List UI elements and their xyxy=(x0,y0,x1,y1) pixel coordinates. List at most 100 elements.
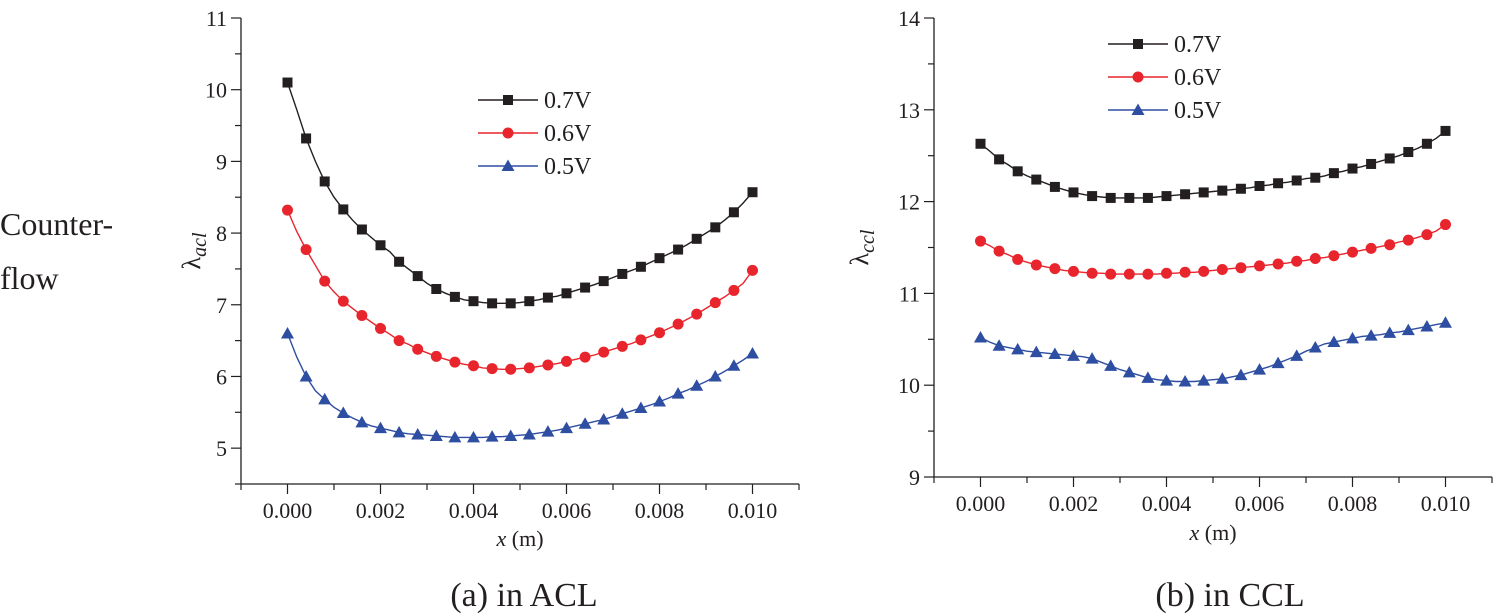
data-point-0.6V xyxy=(1272,258,1284,270)
x-tick-label: 0.000 xyxy=(263,498,313,523)
data-point-0.7V xyxy=(1254,180,1265,191)
data-point-0.5V xyxy=(634,401,648,414)
data-point-0.7V xyxy=(524,296,535,307)
y-tick-label: 6 xyxy=(216,364,227,389)
legend-label-0.7V: 0.7V xyxy=(1174,32,1222,58)
data-point-0.5V xyxy=(1104,359,1118,371)
legend-label-0.5V: 0.5V xyxy=(544,154,592,180)
data-point-0.7V xyxy=(710,222,721,233)
legend-marker-0.5V xyxy=(1131,103,1145,115)
data-point-0.5V xyxy=(541,425,555,437)
data-point-0.5V xyxy=(1420,319,1434,332)
data-point-0.6V xyxy=(635,334,647,346)
data-point-0.6V xyxy=(356,310,368,322)
data-point-0.6V xyxy=(1030,259,1042,271)
x-tick-label: 0.008 xyxy=(635,498,685,523)
y-tick-label: 8 xyxy=(216,221,227,246)
data-point-0.6V xyxy=(1291,255,1303,267)
data-point-0.7V xyxy=(1403,147,1414,158)
data-point-0.5V xyxy=(1308,341,1322,353)
data-point-0.7V xyxy=(301,133,312,144)
data-point-0.6V xyxy=(1347,246,1358,258)
x-tick-label: 0.010 xyxy=(1421,491,1471,516)
y-tick-label: 13 xyxy=(898,98,920,123)
y-tick-label: 5 xyxy=(216,436,227,461)
data-point-0.6V xyxy=(319,275,331,287)
data-point-0.7V xyxy=(1217,185,1228,196)
data-point-0.5V xyxy=(1197,374,1211,386)
data-point-0.6V xyxy=(561,355,572,367)
data-point-0.6V xyxy=(1216,264,1228,276)
data-point-0.5V xyxy=(690,379,704,391)
data-point-0.5V xyxy=(1160,374,1173,386)
data-point-0.5V xyxy=(974,330,987,343)
data-point-0.5V xyxy=(615,407,629,419)
data-point-0.5V xyxy=(467,430,480,443)
data-point-0.7V xyxy=(412,271,423,282)
data-point-0.7V xyxy=(1012,166,1023,177)
data-point-0.6V xyxy=(1086,267,1098,279)
data-point-0.7V xyxy=(1198,187,1209,198)
x-tick-label: 0.010 xyxy=(728,498,778,523)
data-point-0.6V xyxy=(523,362,535,374)
chart-ccl: 0.000 0.002 0.004 0.006 0.008 0.010 9 10 11 12 13 1… xyxy=(845,6,1493,614)
data-point-0.7V xyxy=(1440,125,1451,136)
data-point-0.5V xyxy=(485,430,499,442)
data-point-0.7V xyxy=(1328,168,1339,179)
data-point-0.7V xyxy=(375,240,386,251)
legend-label-0.7V: 0.7V xyxy=(544,88,592,114)
data-point-0.5V xyxy=(671,387,685,399)
data-point-0.6V xyxy=(1161,267,1172,279)
series-line-0.7V xyxy=(286,82,754,304)
data-point-0.6V xyxy=(1012,253,1024,265)
data-point-0.5V xyxy=(281,326,294,339)
data-point-0.6V xyxy=(1328,250,1340,262)
data-point-0.7V xyxy=(338,204,349,215)
data-point-0.5V xyxy=(1085,352,1099,364)
data-point-0.6V xyxy=(1049,263,1061,275)
data-point-0.5V xyxy=(1029,345,1043,358)
data-point-0.7V xyxy=(1310,172,1321,183)
data-point-0.7V xyxy=(319,176,330,187)
y-tick-label: 7 xyxy=(216,293,227,318)
data-point-0.6V xyxy=(598,346,610,358)
data-point-0.5V xyxy=(1290,349,1304,361)
data-point-0.6V xyxy=(993,245,1005,257)
data-point-0.6V xyxy=(300,244,312,256)
data-point-0.6V xyxy=(375,322,386,334)
data-point-0.7V xyxy=(356,224,367,235)
series-line-0.5V xyxy=(980,322,1446,383)
data-point-0.5V xyxy=(1215,372,1229,384)
data-point-0.6V xyxy=(672,318,684,330)
data-point-0.6V xyxy=(1440,219,1451,231)
data-point-0.6V xyxy=(728,284,740,296)
data-point-0.5V xyxy=(1011,342,1025,355)
data-point-0.7V xyxy=(1049,181,1060,192)
legend-marker-0.7V xyxy=(503,95,513,105)
data-point-0.6V xyxy=(975,235,986,247)
data-point-0.6V xyxy=(412,343,424,355)
data-point-0.5V xyxy=(1234,368,1248,381)
data-point-0.7V xyxy=(487,298,498,309)
data-point-0.6V xyxy=(393,335,405,347)
data-point-0.7V xyxy=(1384,153,1395,164)
data-point-0.6V xyxy=(505,363,517,375)
data-point-0.7V xyxy=(691,233,702,244)
data-point-0.6V xyxy=(1123,268,1135,280)
x-tick-label: 0.006 xyxy=(1235,491,1285,516)
data-point-0.5V xyxy=(560,421,573,434)
data-point-0.5V xyxy=(299,369,313,382)
y-tick-label: 14 xyxy=(898,6,920,31)
data-point-0.7V xyxy=(1421,138,1432,149)
y-axis-label: λacl xyxy=(177,232,211,269)
data-point-0.6V xyxy=(1384,239,1396,251)
data-point-0.6V xyxy=(1365,242,1377,254)
data-point-0.6V xyxy=(1105,268,1117,280)
data-point-0.7V xyxy=(505,298,516,309)
legend-label-0.5V: 0.5V xyxy=(1174,98,1222,124)
data-point-0.5V xyxy=(1141,371,1155,383)
data-point-0.5V xyxy=(597,412,611,425)
data-point-0.7V xyxy=(1105,192,1116,203)
data-point-0.6V xyxy=(1235,262,1247,274)
y-axis-label: λccl xyxy=(845,229,879,265)
